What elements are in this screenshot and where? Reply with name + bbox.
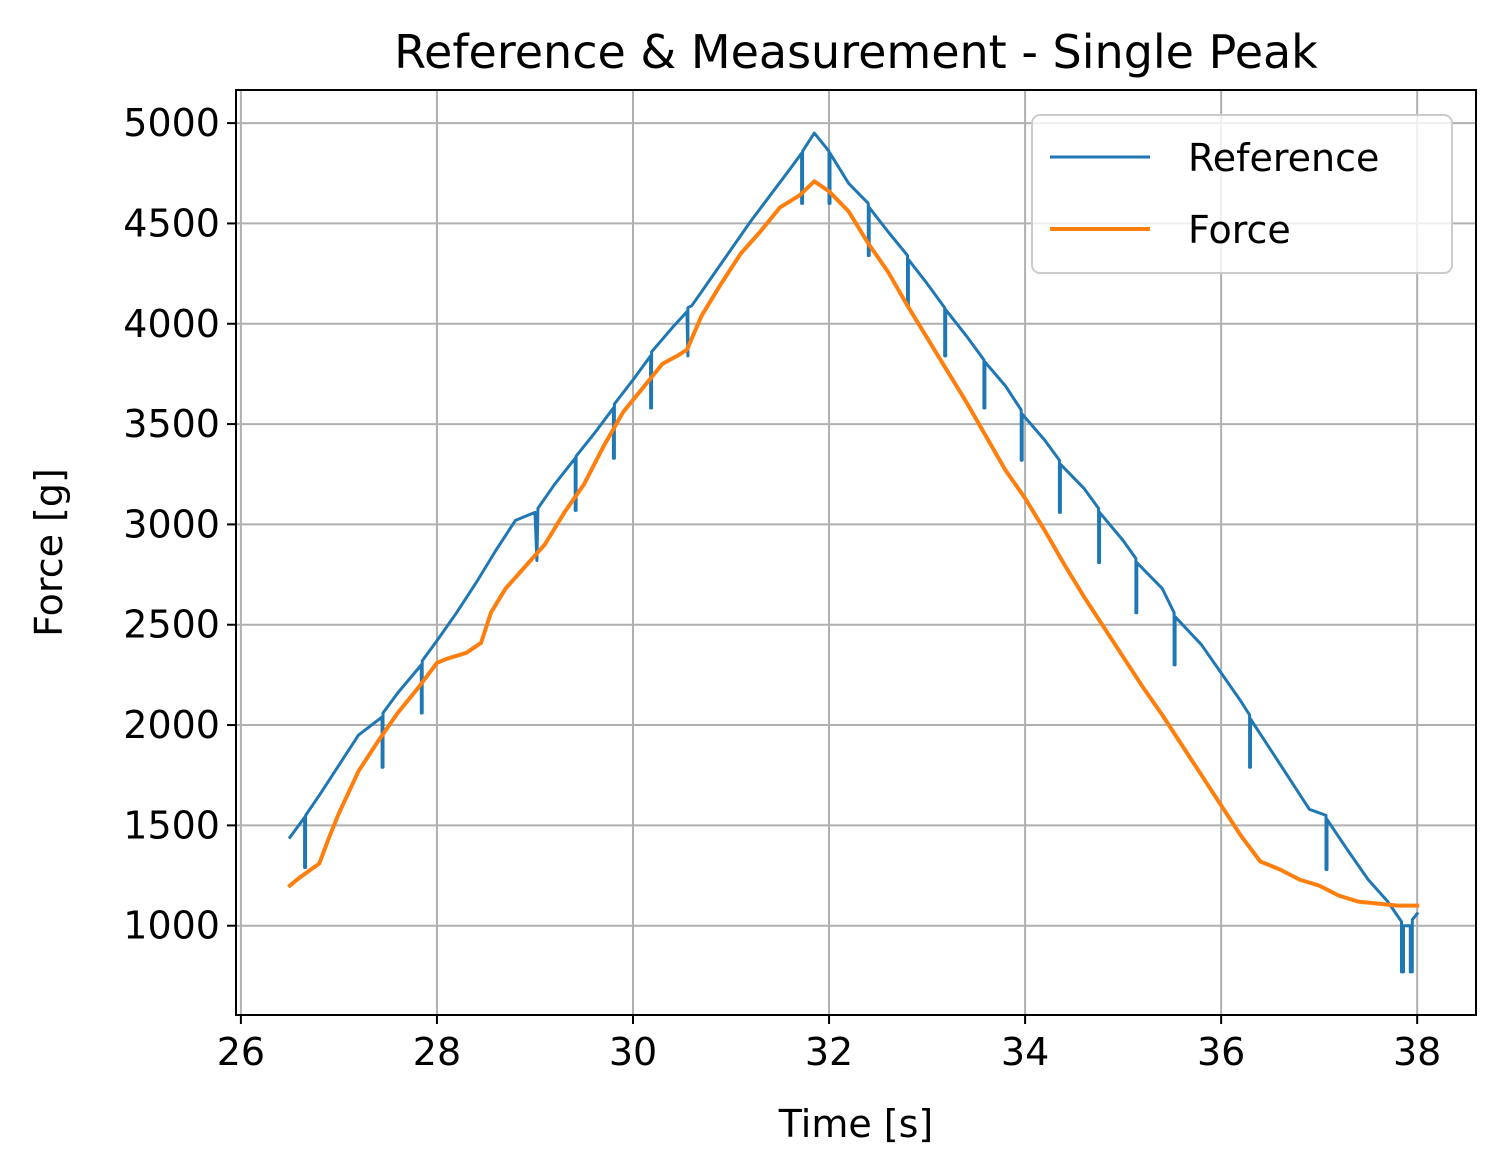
x-axis-title: Time [s]: [778, 1102, 934, 1146]
x-tick-label: 26: [217, 1030, 265, 1074]
plot-frame: [235, 89, 1477, 1016]
y-tick-label: 5000: [123, 101, 220, 145]
x-tick-label: 34: [1001, 1030, 1049, 1074]
x-tick-label: 38: [1393, 1030, 1441, 1074]
y-tick-label: 4000: [123, 302, 220, 346]
legend-box: [1031, 114, 1453, 274]
y-tick-label: 2500: [123, 603, 220, 647]
plot-area: [287, 131, 1420, 974]
series-line-force: [287, 179, 1420, 908]
y-tick-label: 3500: [123, 402, 220, 446]
x-axis: 26 28 30 32 34 36 38: [217, 1015, 1441, 1074]
x-tick-label: 28: [413, 1030, 461, 1074]
y-axis: 1000 1500 2000 2500 3000 3500 4000 4500 5000: [123, 101, 236, 948]
y-tick-label: 4500: [123, 201, 220, 245]
x-tick-label: 32: [805, 1030, 853, 1074]
legend-label: Reference: [1188, 136, 1379, 180]
legend-label: Force: [1188, 208, 1291, 252]
y-axis-title: Force [g]: [27, 468, 71, 637]
y-tick-label: 2000: [123, 703, 220, 747]
y-tick-label: 1000: [123, 904, 220, 948]
x-tick-label: 30: [609, 1030, 657, 1074]
y-tick-label: 3000: [123, 502, 220, 546]
x-tick-label: 36: [1197, 1030, 1245, 1074]
series-line-reference: [287, 131, 1420, 974]
chart-title: Reference & Measurement - Single Peak: [394, 25, 1318, 79]
legend: Reference Force: [1031, 114, 1453, 274]
y-tick-label: 1500: [123, 803, 220, 847]
